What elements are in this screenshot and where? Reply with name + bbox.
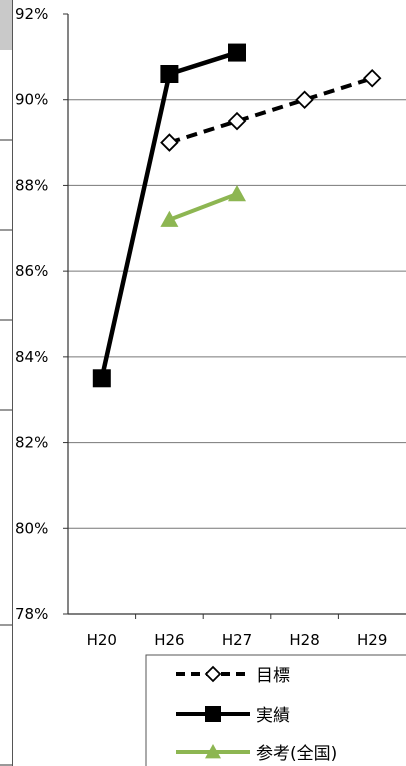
y-axis-tick-labels: 92% 90% 88% 86% 84% 82% 80% 78% (15, 5, 48, 623)
series-point-square (228, 43, 246, 62)
left-edge-block (0, 0, 13, 50)
y-tick-label: 92% (15, 5, 48, 23)
x-tick-label: H26 (154, 631, 184, 649)
x-tick-label: H29 (357, 631, 387, 649)
legend-label: 実績 (256, 706, 290, 726)
series-point-triangle (160, 210, 179, 227)
axes (63, 13, 406, 619)
legend-label: 目標 (256, 666, 290, 686)
series-point-diamond (362, 69, 382, 88)
y-tick-label: 90% (15, 91, 48, 109)
y-tick-label: 78% (15, 605, 48, 623)
series-line (168, 76, 373, 145)
series-point-diamond (227, 111, 247, 131)
x-axis-tick-labels: H20 H26 H27 H28 H29 (87, 631, 388, 649)
y-tick-label: 86% (15, 262, 48, 280)
series-point-square (92, 369, 111, 388)
series-point-diamond (160, 133, 179, 152)
series-point-diamond (204, 665, 222, 683)
x-tick-label: H27 (222, 631, 252, 649)
series-line (168, 192, 238, 222)
y-tick-label: 88% (15, 176, 48, 194)
y-tick-label: 82% (15, 434, 48, 452)
x-tick-label: H28 (289, 631, 319, 649)
x-tick-label: H20 (87, 631, 117, 649)
series-point-triangle (228, 185, 246, 202)
gridlines (68, 99, 406, 529)
series-group (92, 43, 382, 388)
y-tick-label: 84% (15, 348, 48, 366)
series-point-square (160, 65, 179, 83)
series-point-square (205, 706, 221, 722)
series-point-triangle (205, 744, 221, 759)
series-point-diamond (295, 90, 314, 109)
y-tick-label: 80% (15, 519, 48, 537)
legend-label: 参考(全国) (256, 744, 337, 764)
legend-box (145, 654, 406, 766)
